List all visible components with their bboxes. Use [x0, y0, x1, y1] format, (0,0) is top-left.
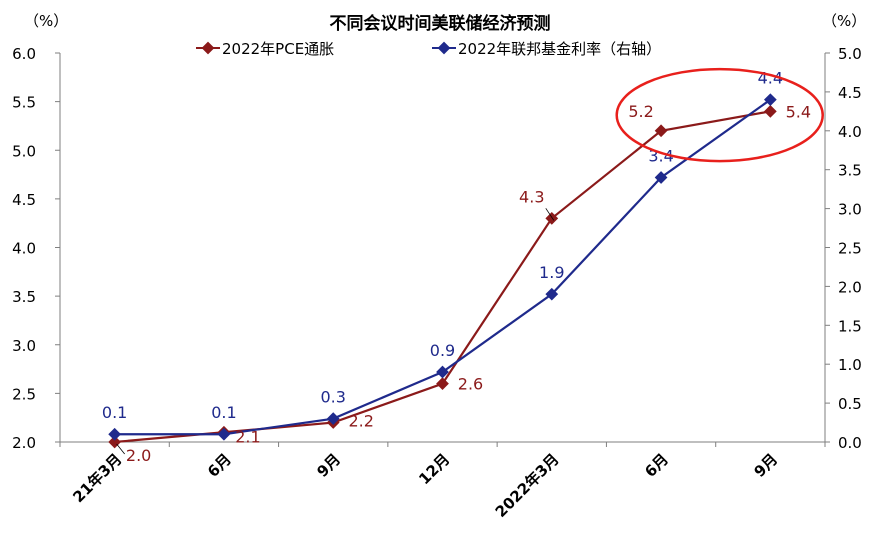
left-axis-tick-label: 3.0	[12, 337, 36, 355]
left-axis-tick-label: 2.5	[12, 385, 36, 403]
data-label-rate: 0.9	[430, 341, 455, 360]
x-axis-tick-label: 2022年3月	[492, 450, 563, 521]
right-axis-tick-label: 4.5	[838, 84, 862, 102]
x-axis-tick-label: 6月	[641, 450, 672, 481]
legend-marker-rate-icon	[437, 41, 451, 55]
left-axis-tick-label: 4.0	[12, 240, 36, 258]
left-axis-tick-label: 4.5	[12, 191, 36, 209]
x-axis-tick-label: 6月	[204, 450, 235, 481]
series-point-rate	[326, 412, 340, 426]
right-axis-tick-label: 1.0	[838, 356, 862, 374]
right-axis-tick-label: 1.5	[838, 317, 862, 335]
right-axis-tick-label: 3.5	[838, 162, 862, 180]
highlight-layer	[615, 67, 824, 163]
data-label-pce: 2.1	[235, 427, 260, 446]
x-axis-tick-label: 9月	[750, 450, 781, 481]
x-axis-tick-label: 12月	[415, 450, 453, 488]
series-point-rate	[217, 427, 231, 441]
left-axis-tick-label: 5.0	[12, 142, 36, 160]
x-axis-tick-label: 21年3月	[69, 450, 125, 506]
right-axis-tick-label: 5.0	[838, 45, 862, 63]
legend: 2022年PCE通胀 2022年联邦基金利率（右轴）	[196, 40, 661, 58]
right-axis-tick-label: 0.5	[838, 395, 862, 413]
right-axis-tick-label: 2.5	[838, 240, 862, 258]
right-axis-tick-label: 4.0	[838, 123, 862, 141]
data-label-leader	[545, 208, 555, 221]
data-label-pce: 2.0	[126, 446, 151, 465]
left-axis-tick-label: 3.5	[12, 288, 36, 306]
series-layer	[108, 93, 777, 449]
right-axis-tick-label: 0.0	[838, 434, 862, 452]
series-point-rate	[108, 427, 122, 441]
legend-marker-pce-icon	[201, 41, 215, 55]
series-point-pce	[763, 104, 777, 118]
highlight-ellipse	[615, 67, 824, 163]
data-label-leader	[116, 443, 125, 455]
data-label-rate: 0.1	[211, 403, 236, 422]
chart-title: 不同会议时间美联储经济预测	[330, 13, 551, 34]
left-axis-unit: （%）	[24, 12, 68, 30]
left-axis-tick-label: 2.0	[12, 434, 36, 452]
data-label-rate: 1.9	[539, 263, 564, 282]
right-axis-tick-label: 2.0	[838, 278, 862, 296]
data-labels: 2.02.12.22.64.35.2 5.40.1 0.10.30.91.93.44…	[102, 69, 811, 465]
data-label-pce: 5.4	[786, 102, 811, 121]
data-label-pce: 4.3	[519, 187, 544, 206]
left-axis-tick-label: 5.5	[12, 94, 36, 112]
series-point-rate	[436, 365, 449, 379]
legend-label-rate: 2022年联邦基金利率（右轴）	[458, 40, 661, 58]
right-axis-unit: （%）	[822, 12, 866, 30]
data-label-pce: 2.6	[458, 375, 483, 394]
right-axis-tick-label: 3.0	[838, 201, 862, 219]
legend-label-pce: 2022年PCE通胀	[222, 40, 334, 58]
data-label-pce: 5.2	[628, 102, 653, 121]
data-label-pce: 2.2	[348, 412, 373, 431]
left-axis-tick-label: 6.0	[12, 45, 36, 63]
series-point-pce	[436, 377, 449, 391]
data-label-rate: 0.3	[320, 388, 345, 407]
data-label-rate: 0.1	[102, 403, 127, 422]
x-axis-tick-label: 9月	[313, 450, 344, 481]
